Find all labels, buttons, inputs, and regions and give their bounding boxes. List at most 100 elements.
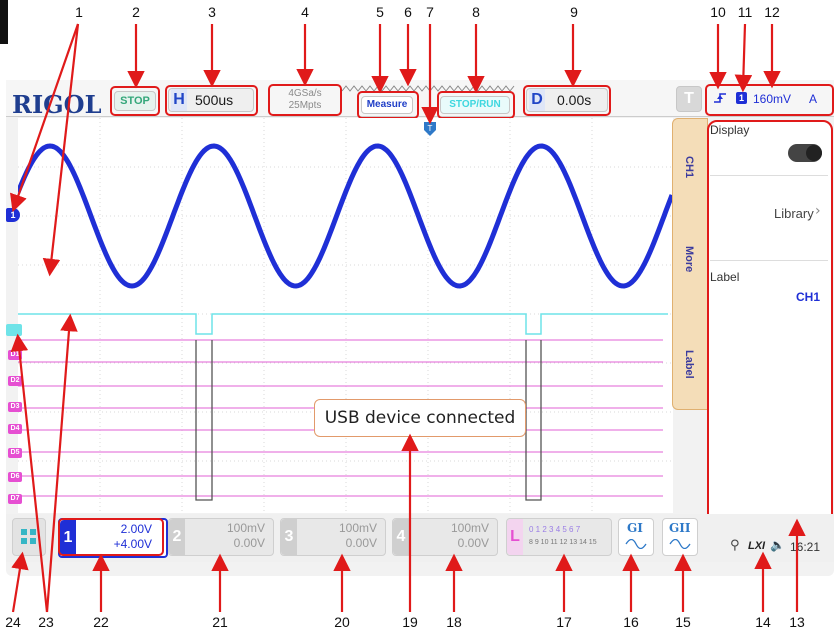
callout-15: 15	[675, 614, 691, 630]
callout-2: 2	[132, 4, 140, 20]
divider	[710, 175, 828, 176]
delay-box[interactable]: D 0.00s	[526, 88, 608, 112]
g2-label: GII	[669, 521, 691, 535]
trigger-level: 160mV	[753, 92, 792, 106]
highlight-delay	[523, 85, 611, 116]
display-label: Display	[710, 123, 750, 137]
d-label: D	[529, 89, 545, 111]
display-toggle[interactable]	[788, 144, 822, 162]
label-label: Label	[710, 270, 740, 284]
la-row1: 0 1 2 3 4 5 6 7	[529, 525, 581, 534]
usb-toast: USB device connected	[314, 399, 526, 437]
memory-overview	[342, 85, 515, 92]
highlight-run-state	[110, 86, 160, 116]
ch1-scale: 2.00V	[120, 522, 152, 536]
ch2-box[interactable]: 2 100mV 0.00V	[168, 518, 274, 556]
callout-21: 21	[212, 614, 228, 630]
callout-10: 10	[710, 4, 726, 20]
callout-11: 11	[737, 4, 753, 20]
highlight-timebase	[165, 85, 258, 116]
sample-rate: 4GSa/s	[288, 88, 322, 99]
ch2-offset: 0.00V	[233, 536, 265, 550]
ch1-waveform	[18, 143, 673, 289]
callout-13: 13	[789, 614, 805, 630]
ch2-number: 2	[169, 519, 185, 555]
svg-text:T: T	[428, 124, 433, 133]
digital-label-d7: D7	[8, 494, 22, 504]
waveform-grid	[18, 118, 673, 513]
callout-4: 4	[301, 4, 309, 20]
ch1-offset: +4.00V	[113, 537, 152, 551]
ch1-offset-marker[interactable]: 1	[6, 208, 20, 222]
t-label: T	[676, 86, 702, 112]
ch3-number: 3	[281, 519, 297, 555]
ch3-values: 100mV 0.00V	[303, 521, 377, 551]
callout-17: 17	[556, 614, 572, 630]
la-letter: L	[507, 519, 523, 555]
callout-22: 22	[93, 614, 109, 630]
callout-12: 12	[764, 4, 780, 20]
label-value[interactable]: CH1	[796, 290, 821, 304]
trigger-source-icon: 1	[736, 92, 747, 104]
digital-label-d5: D5	[8, 448, 22, 458]
sine-icon	[625, 539, 647, 549]
chevron-right-icon: ›	[815, 203, 821, 219]
la-box[interactable]: L 0 1 2 3 4 5 6 7 8 9 10 11 12 13 14 15	[506, 518, 612, 556]
trigger-edge-icon[interactable]	[712, 90, 728, 106]
tab-ch1[interactable]: CH1	[683, 156, 695, 179]
highlight-stop-run	[437, 91, 515, 119]
callout-24: 24	[5, 614, 21, 630]
callout-20: 20	[334, 614, 350, 630]
ch2-values: 100mV 0.00V	[191, 521, 265, 551]
g1-button[interactable]: GI	[618, 518, 654, 556]
ch3-box[interactable]: 3 100mV 0.00V	[280, 518, 386, 556]
highlight-ch1	[58, 518, 164, 556]
g1-label: GI	[627, 521, 643, 535]
ch1-values: 2.00V +4.00V	[82, 522, 152, 552]
highlight-measure	[357, 91, 419, 119]
ch2-scale: 100mV	[226, 521, 265, 535]
callout-1: 1	[75, 4, 83, 20]
callout-16: 16	[623, 614, 639, 630]
digital-label-d3: D3	[8, 402, 22, 412]
sine-icon	[669, 539, 691, 549]
ch4-box[interactable]: 4 100mV 0.00V	[392, 518, 498, 556]
run-state-badge[interactable]: STOP	[114, 91, 156, 111]
speaker-icon[interactable]: 🔈	[770, 538, 785, 552]
digital-label-d6: D6	[8, 472, 22, 482]
marker-anchor	[421, 108, 437, 122]
callout-3: 3	[208, 4, 216, 20]
digital-label-d1: D1	[8, 350, 22, 360]
home-button[interactable]	[12, 518, 46, 556]
rigol-logo: RIGOL	[12, 90, 102, 119]
timebase-box[interactable]: H 500us	[168, 88, 254, 112]
corner-mark	[0, 0, 8, 44]
side-menu-panel	[707, 120, 833, 524]
sample-rate-box: 4GSa/s 25Mpts	[272, 86, 338, 116]
trigger-position-marker[interactable]: T	[424, 122, 436, 136]
callout-7: 7	[426, 4, 434, 20]
callout-23: 23	[38, 614, 54, 630]
usb-icon: ⚲	[730, 538, 740, 553]
callout-18: 18	[446, 614, 462, 630]
ch4-values: 100mV 0.00V	[415, 521, 489, 551]
h-label: H	[171, 89, 187, 111]
callout-9: 9	[570, 4, 578, 20]
digital-label-d4: D4	[8, 424, 22, 434]
la-marker[interactable]	[6, 324, 22, 336]
callout-6: 6	[404, 4, 412, 20]
ch4-offset: 0.00V	[457, 536, 489, 550]
library-item[interactable]: Library	[774, 206, 814, 221]
measure-button[interactable]: Measure	[361, 96, 413, 114]
la-row2: 8 9 10 11 12 13 14 15	[529, 539, 597, 546]
callout-14: 14	[755, 614, 771, 630]
tab-label[interactable]: Label	[683, 350, 695, 379]
memory-depth: 25Mpts	[288, 100, 322, 111]
clock-time: 16:21	[790, 540, 821, 554]
stop-run-button[interactable]: STOP/RUN	[440, 96, 510, 114]
g2-button[interactable]: GII	[662, 518, 698, 556]
callout-5: 5	[376, 4, 384, 20]
ch3-offset: 0.00V	[345, 536, 377, 550]
tab-more[interactable]: More	[683, 246, 695, 273]
trigger-mode: A	[809, 92, 818, 106]
